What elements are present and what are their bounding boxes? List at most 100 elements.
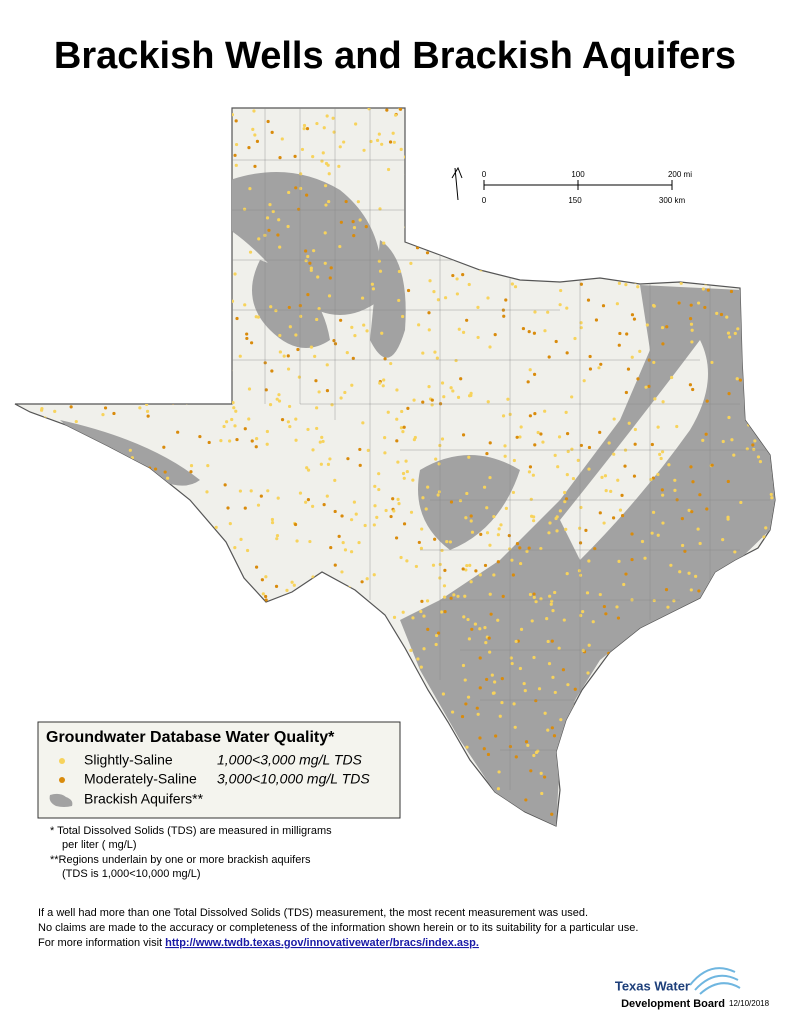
well-dot [15,390,19,394]
well-dot [235,316,239,321]
well-dot [420,599,424,603]
well-dot [490,673,494,677]
well-dot [449,500,454,504]
well-dot [365,329,369,333]
well-dot [488,112,493,117]
well-dot [488,441,492,445]
well-dot [333,509,337,514]
well-dot [271,209,275,214]
well-dot [676,216,680,220]
well-dot [397,502,401,506]
well-dot [160,366,164,370]
well-dot [684,726,688,730]
well-dot [145,409,150,413]
well-dot [286,354,290,358]
well-dot [81,607,85,611]
well-dot [310,698,314,702]
well-dot [578,764,583,769]
well-dot [759,252,764,256]
brackish-aquifers [60,172,775,826]
well-dot [242,207,247,211]
well-dot [150,573,154,578]
well-dot [645,323,649,327]
well-dot [306,293,310,297]
well-dot [601,304,606,308]
well-dot [300,147,305,152]
well-dot [161,481,166,485]
well-dot [404,459,408,463]
well-dot [106,257,110,261]
well-dot [758,460,763,464]
well-dot [451,389,455,393]
well-dot [496,560,500,564]
well-dot [402,476,406,480]
well-dot [145,402,149,406]
well-dot [64,124,68,128]
well-dot [197,717,202,722]
well-dot [448,799,452,803]
link[interactable]: http://www.twdb.texas.gov/innovativewate… [165,937,479,949]
well-dot [691,480,695,484]
well-dot [496,787,501,791]
well-dot [695,232,699,236]
well-dot [95,137,99,141]
well-dot [207,182,212,186]
well-dot [546,728,550,732]
well-dot [425,599,430,603]
well-dot [494,734,498,738]
well-dot [564,497,569,501]
well-dot [540,180,544,184]
well-dot [43,557,47,561]
well-dot [41,204,45,208]
well-dot [91,626,95,631]
well-dot [97,695,101,700]
well-dot [770,635,774,639]
well-dot [416,657,420,661]
well-dot [216,718,220,722]
well-dot [21,492,26,496]
well-dot [732,453,736,457]
well-dot [102,348,106,352]
well-dot [65,185,69,189]
well-dot [656,219,660,223]
well-dot [427,328,431,332]
well-dot [21,285,25,289]
well-dot [502,314,506,318]
well-dot [696,301,701,305]
well-dot [256,315,260,319]
well-dot [449,596,453,600]
well-dot [724,281,728,285]
well-dot [587,559,591,563]
well-dot [533,412,537,416]
well-dot [597,160,602,164]
well-dot [445,540,449,544]
well-dot [307,594,311,598]
well-dot [617,559,621,563]
well-dot [627,421,631,425]
well-dot [104,265,108,270]
well-dot [485,677,489,682]
well-dot [296,347,300,352]
well-dot [362,651,366,655]
well-dot [539,546,543,551]
well-dot [547,355,551,359]
well-dot [422,197,427,201]
well-dot [639,802,643,806]
well-dot [449,209,454,213]
well-dot [412,398,416,402]
well-dot [360,580,364,584]
well-dot [562,618,566,622]
well-dot [656,425,660,429]
well-dot [123,560,127,564]
well-dot [276,496,280,500]
well-dot [401,430,405,434]
well-dot [218,573,223,577]
scale-label: 300 km [659,196,686,205]
well-dot [311,155,315,159]
well-dot [226,582,230,586]
well-dot [364,606,369,611]
well-dot [352,500,356,504]
well-dot [461,330,466,335]
well-dot [153,183,157,187]
well-dot [519,265,524,270]
